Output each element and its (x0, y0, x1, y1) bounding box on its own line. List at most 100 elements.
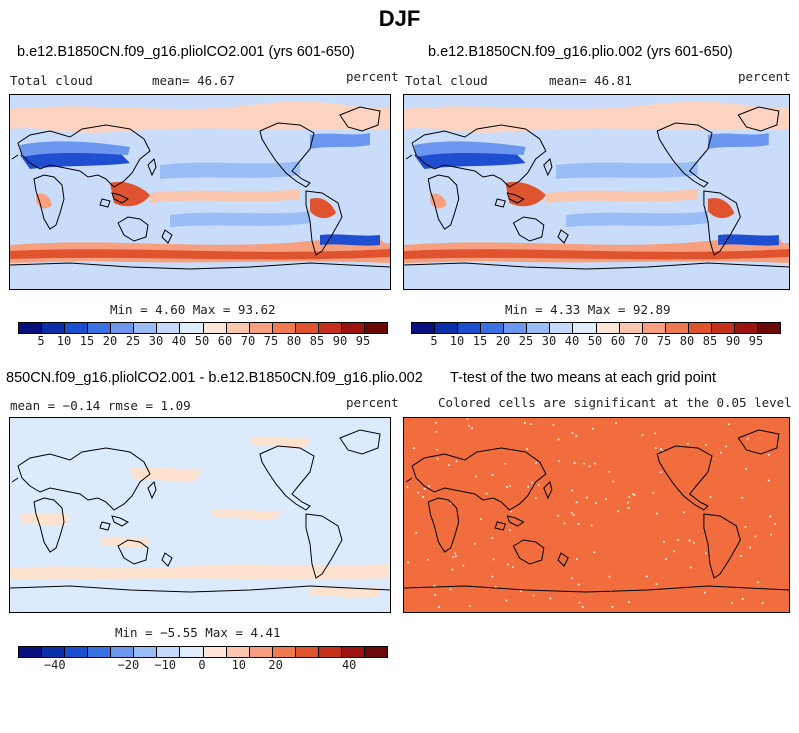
colorbar-tick-label: 15 (472, 334, 488, 348)
coastline (494, 198, 506, 208)
non-significant-cell (588, 465, 591, 468)
colorbar-swatch (734, 323, 758, 333)
colorbar-swatch (435, 323, 459, 333)
non-significant-cell (740, 555, 742, 557)
colorbar-swatch (364, 647, 387, 657)
coastline (703, 513, 741, 579)
colorbar-tick-label: 70 (240, 334, 256, 348)
non-significant-cell (434, 594, 436, 596)
non-significant-cell (512, 566, 514, 568)
non-significant-cell (660, 448, 662, 450)
non-significant-cell (575, 435, 578, 437)
non-significant-cell (605, 498, 607, 500)
non-significant-cell (531, 481, 533, 484)
non-significant-cell (693, 542, 695, 544)
non-significant-cell (494, 586, 497, 588)
colorbar-tick-label: −20 (117, 658, 140, 672)
non-significant-cell (615, 422, 617, 425)
non-significant-cell (761, 602, 764, 604)
non-significant-cell (705, 552, 707, 555)
panel-stats: Min = −5.55 Max = 4.41 (115, 625, 281, 640)
colorbar-swatch (42, 323, 66, 333)
coastline (10, 262, 390, 270)
colorbar-swatch (688, 323, 712, 333)
low-cloud-region (170, 211, 310, 227)
non-significant-cell (532, 594, 535, 597)
non-significant-cell (571, 432, 574, 434)
non-significant-cell (452, 556, 455, 558)
non-significant-cell (520, 590, 522, 593)
non-significant-cell (537, 484, 540, 487)
non-significant-cell (413, 447, 415, 449)
coastline (404, 585, 789, 593)
non-significant-cell (474, 542, 476, 545)
non-significant-cell (683, 511, 685, 514)
cloud-band (404, 249, 789, 260)
coastline (737, 429, 780, 455)
coastline (506, 192, 525, 204)
coastline (117, 216, 149, 242)
colorbar-swatch (481, 323, 505, 333)
coastline (411, 447, 547, 511)
colorbar-swatch (550, 323, 574, 333)
non-significant-cell (447, 464, 450, 466)
non-significant-cell (491, 575, 494, 578)
non-significant-cell (746, 437, 749, 440)
non-significant-cell (627, 507, 630, 509)
non-significant-cell (436, 449, 439, 451)
cloud-maximum (110, 181, 150, 207)
colorbar-swatch (295, 647, 319, 657)
coastline (512, 539, 545, 565)
panel-title-top-right: b.e12.B1850CN.f09_g16.plio.002 (yrs 601-… (428, 44, 733, 60)
colorbar-swatch (203, 323, 227, 333)
colorbar-swatch (341, 647, 365, 657)
non-significant-cell (480, 518, 482, 520)
colorbar-swatch (180, 323, 204, 333)
non-significant-cell (689, 566, 692, 569)
cloud-maximum (707, 197, 735, 219)
panel-units-label: percent (346, 69, 399, 84)
colorbar-tick-label: −10 (154, 658, 177, 672)
non-significant-cell (449, 588, 452, 591)
coastline (427, 174, 460, 230)
non-significant-cell (661, 450, 664, 452)
non-significant-cell (745, 468, 748, 470)
colorbar-tick-label: 20 (102, 334, 118, 348)
non-significant-cell (677, 539, 679, 541)
non-significant-cell (571, 489, 574, 492)
non-significant-cell (583, 462, 585, 465)
colorbar-tick-label: 50 (587, 334, 603, 348)
non-significant-cell (770, 533, 772, 536)
coastline (737, 106, 780, 132)
colorbar-swatch (272, 323, 296, 333)
panel-units-label: percent (738, 69, 791, 84)
non-significant-cell (435, 422, 437, 424)
colorbar-tick-label: 15 (79, 334, 95, 348)
non-significant-cell (417, 491, 419, 494)
non-significant-cell (577, 583, 580, 586)
coastline (259, 445, 315, 511)
non-significant-cell (774, 523, 777, 525)
colorbar-swatch (226, 323, 250, 333)
non-significant-cell (507, 563, 509, 566)
colorbar-swatch (65, 323, 89, 333)
non-significant-cell (468, 605, 471, 607)
coastline (305, 513, 343, 579)
colorbar-swatch (757, 323, 780, 333)
colorbar-tick-label: 95 (748, 334, 764, 348)
colorbar-tick-label: 60 (610, 334, 626, 348)
panel-stats: Min = 4.33 Max = 92.89 (505, 302, 671, 317)
coastline (111, 515, 129, 527)
non-significant-cell (557, 438, 560, 441)
coastline (494, 521, 506, 531)
colorbar-tick-label: 30 (541, 334, 557, 348)
non-significant-cell (769, 515, 772, 518)
non-significant-cell (586, 496, 588, 499)
colorbar-swatch (111, 323, 135, 333)
non-significant-cell (549, 597, 552, 600)
colorbar-tick-label: 10 (231, 658, 247, 672)
non-significant-cell (768, 453, 770, 456)
panel-title-top-left: b.e12.B1850CN.f09_g16.pliolCO2.001 (yrs … (17, 44, 355, 60)
non-significant-cell (552, 424, 555, 426)
non-significant-cell (573, 462, 576, 464)
